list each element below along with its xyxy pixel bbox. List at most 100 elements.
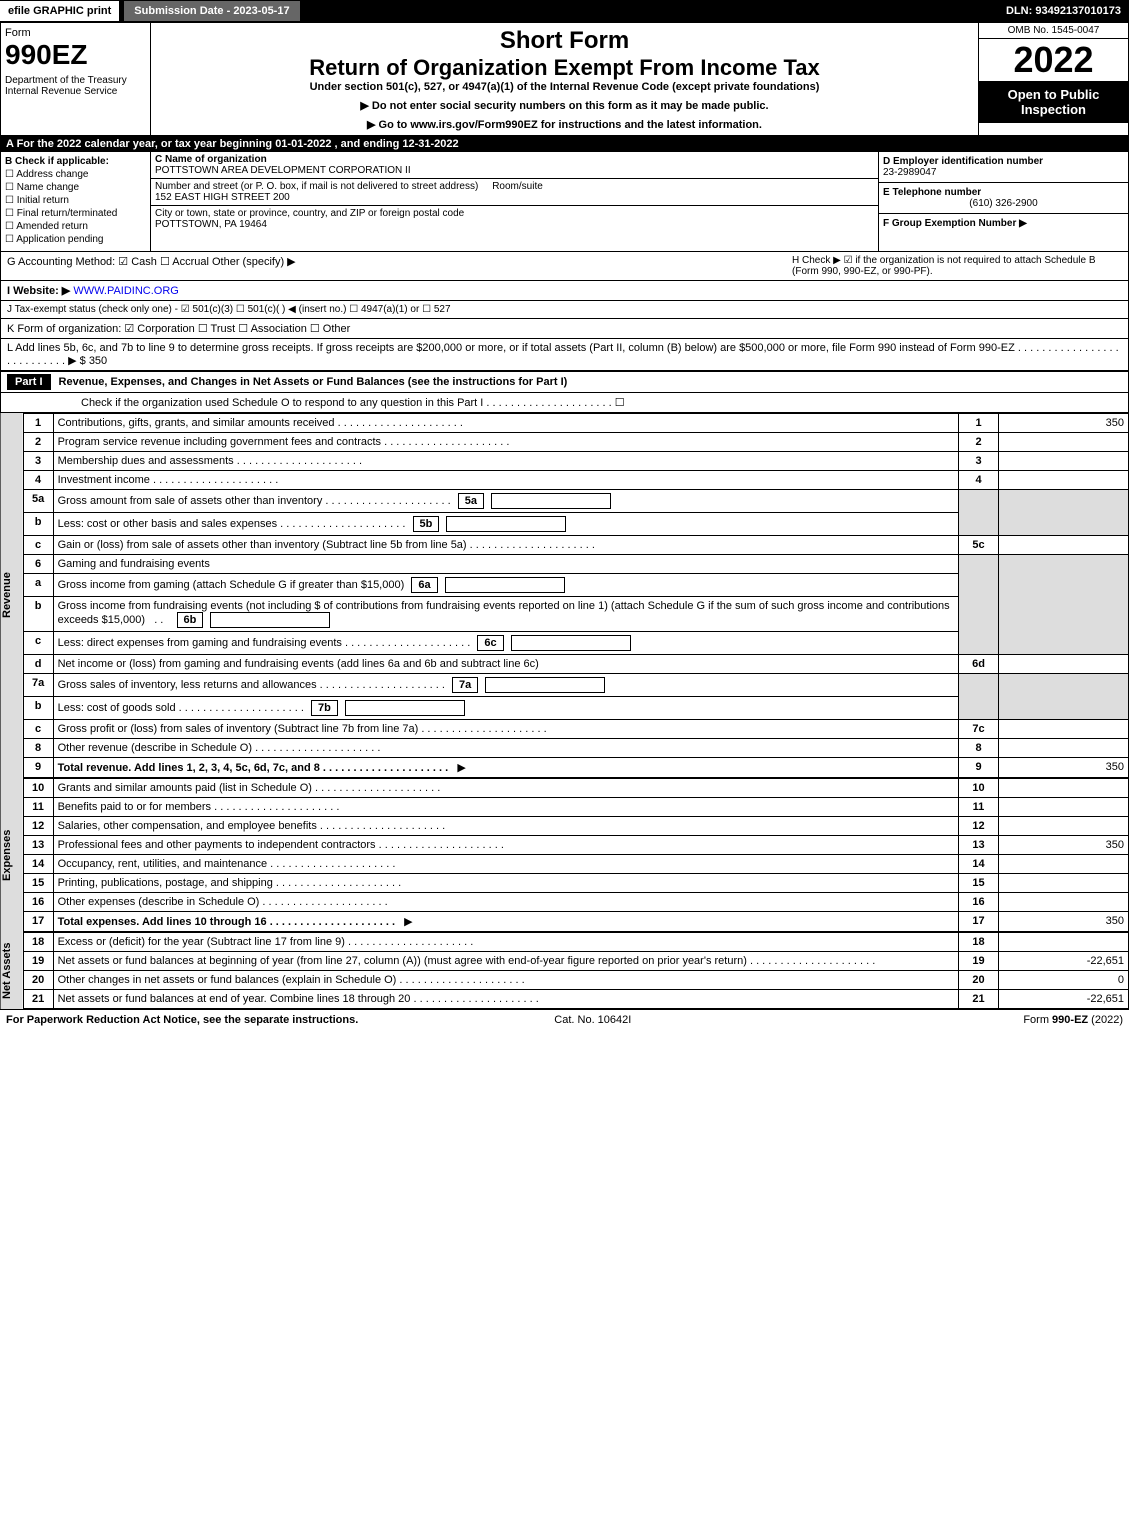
org-name-row: C Name of organization POTTSTOWN AREA DE… (151, 152, 878, 179)
line-19-amt: -22,651 (999, 952, 1129, 971)
line-10-amt (999, 779, 1129, 798)
line-16-desc: Other expenses (describe in Schedule O) (53, 893, 958, 912)
expenses-section: Expenses 10Grants and similar amounts pa… (0, 778, 1129, 932)
org-addr-row: Number and street (or P. O. box, if mail… (151, 179, 878, 206)
info-block: B Check if applicable: ☐ Address change … (0, 152, 1129, 252)
line-21-amt: -22,651 (999, 990, 1129, 1009)
short-form-title: Short Form (155, 27, 974, 55)
line-7c-desc: Gross profit or (loss) from sales of inv… (53, 720, 958, 739)
org-address: 152 EAST HIGH STREET 200 (155, 192, 290, 203)
line-15-amt (999, 874, 1129, 893)
ein-row: D Employer identification number 23-2989… (879, 152, 1128, 183)
form-of-org: K Form of organization: ☑ Corporation ☐ … (0, 319, 1129, 339)
part1-heading: Revenue, Expenses, and Changes in Net As… (51, 376, 1122, 388)
website-link[interactable]: WWW.PAIDINC.ORG (73, 285, 179, 297)
ssn-warning: ▶ Do not enter social security numbers o… (155, 99, 974, 112)
chk-initial-return[interactable]: ☐ Initial return (5, 195, 146, 206)
line-18-desc: Excess or (deficit) for the year (Subtra… (53, 933, 958, 952)
form-header: Form 990EZ Department of the Treasury In… (0, 22, 1129, 136)
efile-label: efile GRAPHIC print (0, 1, 119, 21)
org-name: POTTSTOWN AREA DEVELOPMENT CORPORATION I… (155, 165, 411, 176)
group-exemption-row: F Group Exemption Number ▶ (879, 214, 1128, 233)
footer-right: Form 990-EZ (2022) (1023, 1014, 1123, 1026)
chk-pending[interactable]: ☐ Application pending (5, 234, 146, 245)
line-9-amt: 350 (999, 758, 1129, 778)
org-city: POTTSTOWN, PA 19464 (155, 219, 267, 230)
line-17-amt: 350 (999, 912, 1129, 932)
tax-exempt-status: J Tax-exempt status (check only one) - ☑… (0, 301, 1129, 319)
org-city-row: City or town, state or province, country… (151, 206, 878, 232)
line-3-desc: Membership dues and assessments (53, 452, 958, 471)
netassets-section: Net Assets 18Excess or (deficit) for the… (0, 932, 1129, 1009)
line-6-desc: Gaming and fundraising events (53, 555, 958, 574)
line-6d-desc: Net income or (loss) from gaming and fun… (53, 655, 958, 674)
submission-date: Submission Date - 2023-05-17 (123, 0, 300, 22)
org-info: C Name of organization POTTSTOWN AREA DE… (151, 152, 878, 251)
page-footer: For Paperwork Reduction Act Notice, see … (0, 1009, 1129, 1030)
chk-final-return[interactable]: ☐ Final return/terminated (5, 208, 146, 219)
header-left: Form 990EZ Department of the Treasury In… (1, 23, 151, 135)
footer-center: Cat. No. 10642I (554, 1014, 631, 1026)
header-center: Short Form Return of Organization Exempt… (151, 23, 978, 135)
line-8-amt (999, 739, 1129, 758)
line-18-amt (999, 933, 1129, 952)
line-7c-amt (999, 720, 1129, 739)
chk-amended[interactable]: ☐ Amended return (5, 221, 146, 232)
line-11-desc: Benefits paid to or for members (53, 798, 958, 817)
dln-number: DLN: 93492137010173 (998, 1, 1129, 21)
meta-g-h: G Accounting Method: ☑ Cash ☐ Accrual Ot… (0, 252, 1129, 281)
line-21-desc: Net assets or fund balances at end of ye… (53, 990, 958, 1009)
website-row: I Website: ▶ WWW.PAIDINC.ORG (0, 281, 1129, 301)
part1-header-row: Part I Revenue, Expenses, and Changes in… (0, 371, 1129, 393)
revenue-table: 1Contributions, gifts, grants, and simil… (23, 413, 1129, 778)
form-title: Return of Organization Exempt From Incom… (155, 55, 974, 81)
revenue-section: Revenue 1Contributions, gifts, grants, a… (0, 413, 1129, 778)
line-4-amt (999, 471, 1129, 490)
form-label: Form (5, 27, 146, 39)
line-5b-desc: Less: cost or other basis and sales expe… (53, 513, 958, 536)
line-6d-amt (999, 655, 1129, 674)
line-14-desc: Occupancy, rent, utilities, and maintena… (53, 855, 958, 874)
line-7b-desc: Less: cost of goods sold 7b (53, 697, 958, 720)
chk-address-change[interactable]: ☐ Address change (5, 169, 146, 180)
phone-row: E Telephone number (610) 326-2900 (879, 183, 1128, 214)
gross-receipts: L Add lines 5b, 6c, and 7b to line 9 to … (0, 339, 1129, 371)
line-1-amt: 350 (999, 414, 1129, 433)
phone-value: (610) 326-2900 (883, 198, 1124, 209)
revenue-label: Revenue (1, 413, 23, 778)
line-12-amt (999, 817, 1129, 836)
form-subtitle: Under section 501(c), 527, or 4947(a)(1)… (155, 81, 974, 93)
line-2-amt (999, 433, 1129, 452)
schedule-b-check: H Check ▶ ☑ if the organization is not r… (792, 255, 1122, 277)
department-label: Department of the Treasury Internal Reve… (5, 75, 146, 97)
form-number: 990EZ (5, 39, 146, 71)
right-info: D Employer identification number 23-2989… (878, 152, 1128, 251)
line-8-desc: Other revenue (describe in Schedule O) (53, 739, 958, 758)
instructions-link: ▶ Go to www.irs.gov/Form990EZ for instru… (155, 118, 974, 131)
line-2-desc: Program service revenue including govern… (53, 433, 958, 452)
footer-left: For Paperwork Reduction Act Notice, see … (6, 1014, 358, 1026)
tax-year: 2022 (979, 39, 1128, 81)
line-5c-amt (999, 536, 1129, 555)
top-bar: efile GRAPHIC print Submission Date - 20… (0, 0, 1129, 22)
line-6b-desc: Gross income from fundraising events (no… (53, 597, 958, 632)
line-16-amt (999, 893, 1129, 912)
line-6a-desc: Gross income from gaming (attach Schedul… (53, 574, 958, 597)
line-5c-desc: Gain or (loss) from sale of assets other… (53, 536, 958, 555)
expenses-table: 10Grants and similar amounts paid (list … (23, 778, 1129, 932)
line-6c-desc: Less: direct expenses from gaming and fu… (53, 632, 958, 655)
line-15-desc: Printing, publications, postage, and shi… (53, 874, 958, 893)
chk-name-change[interactable]: ☐ Name change (5, 182, 146, 193)
line-19-desc: Net assets or fund balances at beginning… (53, 952, 958, 971)
line-20-amt: 0 (999, 971, 1129, 990)
ein-value: 23-2989047 (883, 167, 936, 178)
part1-check: Check if the organization used Schedule … (0, 393, 1129, 413)
header-right: OMB No. 1545-0047 2022 Open to Public In… (978, 23, 1128, 135)
line-5a-desc: Gross amount from sale of assets other t… (53, 490, 958, 513)
line-7a-desc: Gross sales of inventory, less returns a… (53, 674, 958, 697)
section-a-period: A For the 2022 calendar year, or tax yea… (0, 136, 1129, 152)
line-9-desc: Total revenue. Add lines 1, 2, 3, 4, 5c,… (53, 758, 958, 778)
line-4-desc: Investment income (53, 471, 958, 490)
line-1-desc: Contributions, gifts, grants, and simila… (53, 414, 958, 433)
netassets-table: 18Excess or (deficit) for the year (Subt… (23, 932, 1129, 1009)
